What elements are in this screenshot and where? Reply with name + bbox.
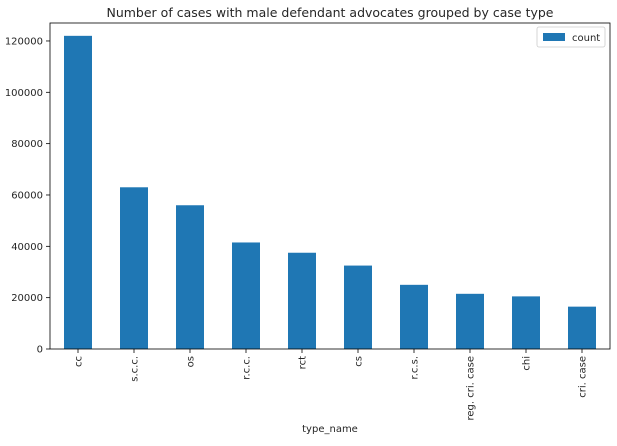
x-axis-ticks: cc s.c.c. os r.c.c. rct cs r.c.s. reg. cri. cas… <box>74 349 589 420</box>
x-tick-label-9: cri. case <box>578 356 589 398</box>
x-axis-label: type_name <box>302 424 358 435</box>
y-tick-label-3: 60000 <box>11 190 43 201</box>
y-axis-ticks: 0 20000 40000 60000 80000 100000 120000 <box>5 36 50 356</box>
legend-label: count <box>572 33 600 44</box>
plot-frame <box>49 22 611 350</box>
y-tick-label-0: 0 <box>37 345 43 356</box>
x-tick-label-7: reg. cri. case <box>466 356 477 420</box>
x-tick-label-8: chi <box>522 356 533 371</box>
x-tick-label-0: cc <box>74 356 85 367</box>
bar-9 <box>568 306 596 349</box>
bar-1 <box>120 187 148 349</box>
legend-frame <box>536 26 606 48</box>
y-tick-label-5: 100000 <box>5 88 43 99</box>
bar-8 <box>512 296 540 349</box>
x-tick-label-1: s.c.c. <box>130 356 141 382</box>
bar-0 <box>64 35 92 349</box>
bar-5 <box>344 265 372 349</box>
bar-2 <box>176 205 204 349</box>
x-tick-label-2: os <box>186 356 197 367</box>
x-tick-label-6: r.c.s. <box>410 356 421 379</box>
y-tick-label-4: 80000 <box>11 139 43 150</box>
legend-swatch <box>543 33 565 41</box>
y-tick-label-6: 120000 <box>5 36 43 47</box>
y-tick-label-1: 20000 <box>11 293 43 304</box>
bar-7 <box>456 293 484 349</box>
x-tick-label-5: cs <box>354 356 365 367</box>
y-tick-label-2: 40000 <box>11 242 43 253</box>
bars-group <box>64 35 596 349</box>
chart-title: Number of cases with male defendant advo… <box>106 5 553 20</box>
bar-6 <box>400 284 428 349</box>
x-tick-label-4: rct <box>298 356 309 369</box>
bar-3 <box>232 242 260 349</box>
legend: count <box>536 26 606 48</box>
bar-4 <box>288 252 316 349</box>
x-tick-label-3: r.c.c. <box>242 356 253 380</box>
